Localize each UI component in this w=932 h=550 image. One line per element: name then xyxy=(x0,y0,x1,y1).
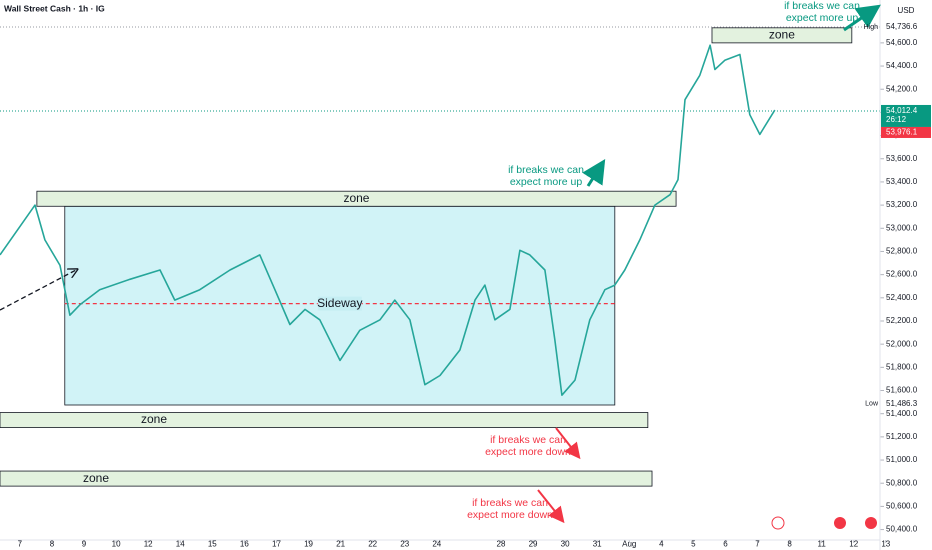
zone xyxy=(711,27,853,44)
x-tick-label: 30 xyxy=(561,540,570,549)
x-tick-label: 28 xyxy=(497,540,506,549)
x-tick-label: 31 xyxy=(593,540,602,549)
arrow-up xyxy=(582,158,606,187)
x-tick-label: 17 xyxy=(272,540,281,549)
x-tick-label: 16 xyxy=(240,540,249,549)
zone xyxy=(0,412,649,428)
price-line xyxy=(0,44,776,396)
low-label: 51,486.3 xyxy=(886,399,918,408)
zone-label: zone xyxy=(141,412,167,426)
icon xyxy=(865,517,877,529)
last-label: 54,012.4 xyxy=(886,106,918,115)
x-tick-label: 7 xyxy=(18,540,23,549)
y-tick-label: 50,400.0 xyxy=(886,525,918,534)
y-tick-label: 54,400.0 xyxy=(886,61,918,70)
y-tick-label: 51,600.0 xyxy=(886,386,918,395)
arrow-down xyxy=(537,489,565,524)
zone-label: zone xyxy=(83,471,109,485)
zone xyxy=(36,190,677,207)
x-tick-label: 8 xyxy=(787,540,792,549)
y-tick-label: 54,600.0 xyxy=(886,38,918,47)
y-tick-label: 51,400.0 xyxy=(886,409,918,418)
last-bg xyxy=(881,104,931,127)
y-tick-label: 52,400.0 xyxy=(886,293,918,302)
x-tick-label: 15 xyxy=(208,540,217,549)
y-tick-label: 52,000.0 xyxy=(886,339,918,348)
x-tick-label: 9 xyxy=(82,540,87,549)
range-label-bg xyxy=(317,296,362,311)
projection-arrow xyxy=(0,270,76,311)
x-tick-label: 23 xyxy=(400,540,409,549)
y-tick-label: 53,000.0 xyxy=(886,223,918,232)
x-tick-label: 22 xyxy=(368,540,377,549)
y-tick-label: 52,800.0 xyxy=(886,247,918,256)
annotation: if breaks we can xyxy=(508,164,584,176)
high-name: High xyxy=(864,24,879,31)
annotation: expect more down xyxy=(485,446,571,458)
x-tick-label: 13 xyxy=(881,540,890,549)
x-tick-label: 7 xyxy=(755,540,760,549)
annotation: expect more up xyxy=(510,176,583,188)
x-tick-label: 12 xyxy=(144,540,153,549)
y-tick-label: 53,200.0 xyxy=(886,200,918,209)
arrow-down xyxy=(555,427,581,460)
y-tick-label: 50,600.0 xyxy=(886,502,918,511)
y-tick-label: 52,600.0 xyxy=(886,270,918,279)
annotation: if breaks we can xyxy=(490,434,566,446)
annotation: if breaks we can xyxy=(472,497,548,509)
x-tick-label: 29 xyxy=(529,540,538,549)
x-tick-label: Aug xyxy=(622,540,636,549)
icon xyxy=(771,516,785,530)
x-tick-label: 11 xyxy=(818,540,827,549)
x-tick-label: 8 xyxy=(50,540,55,549)
x-tick-label: 21 xyxy=(336,540,345,549)
bid-label: 53,976.1 xyxy=(886,128,918,137)
high-bg xyxy=(881,21,931,33)
annotation: if breaks we can xyxy=(784,0,860,12)
low-bg xyxy=(881,398,931,410)
currency: USD xyxy=(898,6,915,15)
y-tick-label: 51,200.0 xyxy=(886,432,918,441)
x-tick-label: 6 xyxy=(723,540,728,549)
y-tick-label: 52,200.0 xyxy=(886,316,918,325)
x-tick-label: 14 xyxy=(176,540,185,549)
y-tick-label: 51,800.0 xyxy=(886,362,918,371)
range-label: Sideway xyxy=(317,296,362,310)
x-tick-label: 4 xyxy=(659,540,664,549)
high-label: 54,736.6 xyxy=(886,22,918,31)
arrow-up xyxy=(843,4,881,32)
x-tick-label: 12 xyxy=(849,540,858,549)
icon xyxy=(834,517,846,529)
y-tick-label: 54,200.0 xyxy=(886,84,918,93)
x-tick-label: 5 xyxy=(691,540,696,549)
y-tick-label: 53,400.0 xyxy=(886,177,918,186)
chart-title: Wall Street Cash · 1h · IG xyxy=(4,3,105,13)
annotation: expect more up xyxy=(786,12,859,24)
zone-label: zone xyxy=(769,28,795,42)
countdown: 26:12 xyxy=(886,115,907,124)
annotation: expect more down xyxy=(467,509,553,521)
y-tick-label: 50,800.0 xyxy=(886,478,918,487)
y-tick-label: 51,000.0 xyxy=(886,455,918,464)
zone-label: zone xyxy=(343,191,369,205)
x-tick-label: 10 xyxy=(112,540,121,549)
bid-bg xyxy=(881,126,931,138)
zone xyxy=(0,470,653,487)
x-tick-label: 24 xyxy=(432,540,441,549)
y-tick-label: 53,600.0 xyxy=(886,154,918,163)
low-name: Low xyxy=(865,401,879,408)
x-tick-label: 19 xyxy=(304,540,313,549)
